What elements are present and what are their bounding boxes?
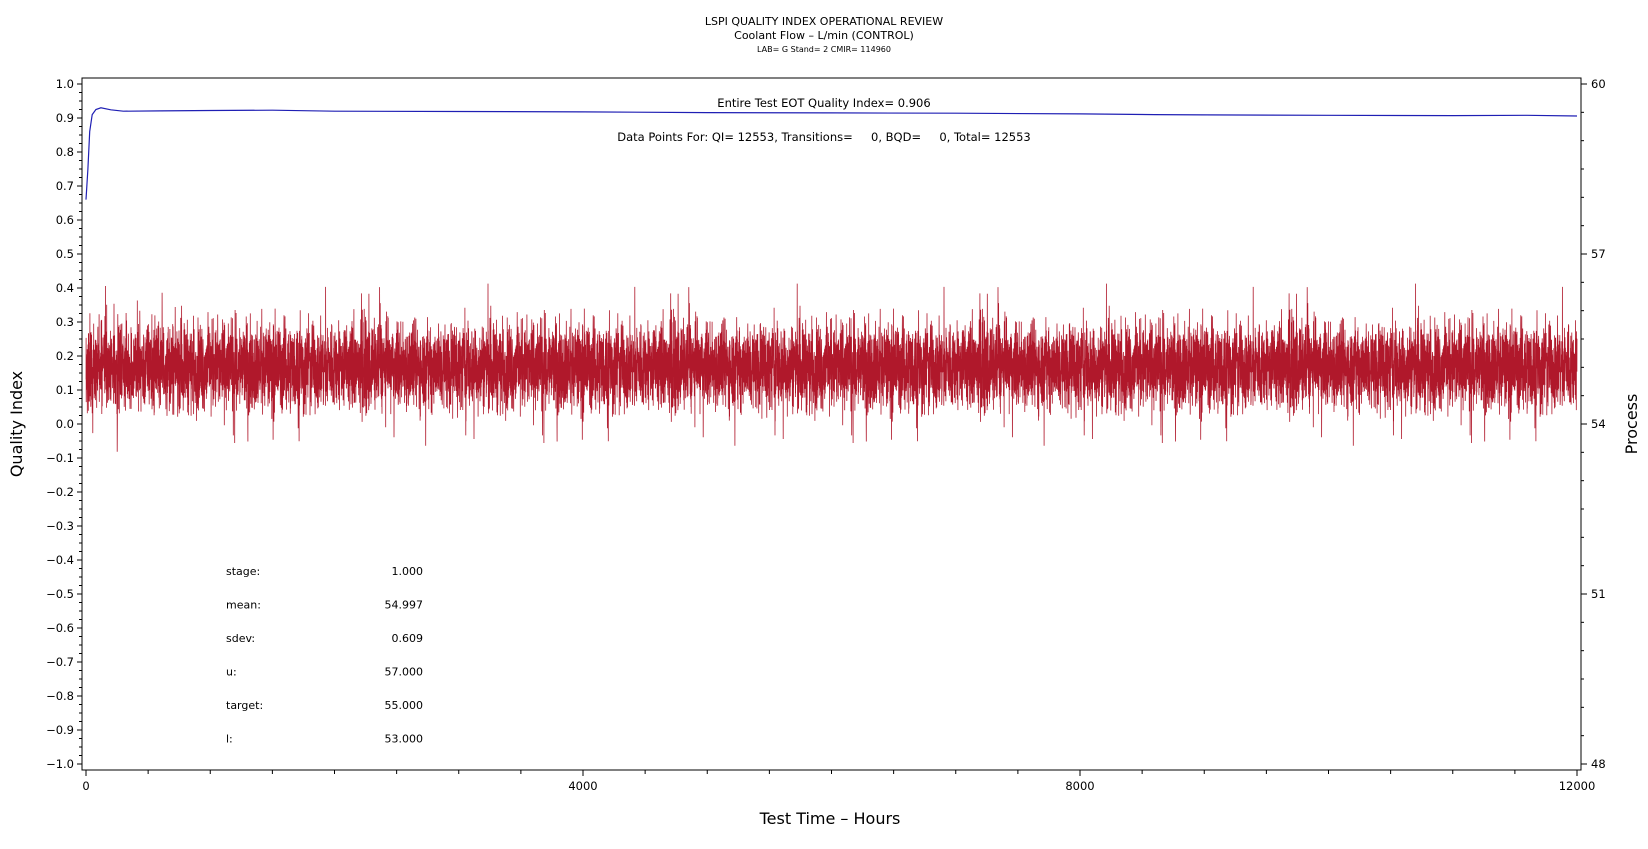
y-tick-label: 0.2 (56, 349, 74, 363)
chart-subtitle-ids: LAB= G Stand= 2 CMIR= 114960 (757, 45, 891, 54)
stat-label: mean: (226, 599, 261, 612)
y-tick-label: 0.0 (56, 417, 74, 431)
stat-value: 1.000 (392, 565, 424, 578)
y-tick-label: −1.0 (46, 757, 74, 771)
y-tick-label: −0.9 (46, 723, 74, 737)
y2-axis-title: Process (1622, 394, 1641, 455)
y2-tick-label: 60 (1591, 77, 1606, 91)
plot-frame (81, 77, 1582, 771)
x-tick-label: 4000 (568, 779, 597, 793)
stat-label: sdev: (226, 632, 255, 645)
y-tick-label: −0.5 (46, 587, 74, 601)
stat-value: 55.000 (385, 699, 424, 712)
chart-title: LSPI QUALITY INDEX OPERATIONAL REVIEW (705, 15, 943, 28)
stats-box: stage: 1.000 mean: 54.997 sdev: 0.609 u: 57.000… (226, 565, 423, 746)
y-tick-label: 0.4 (56, 281, 74, 295)
chart-annotations: Entire Test EOT Quality Index= 0.906 Dat… (617, 96, 1030, 144)
stat-label: stage: (226, 565, 260, 578)
y-tick-label: 1.0 (56, 77, 74, 91)
annotation-data-points: Data Points For: QI= 12553, Transitions=… (617, 130, 1030, 144)
series-quality-index-instant (85, 283, 1578, 452)
y2-tick-label: 57 (1591, 247, 1606, 261)
y-tick-label: 0.7 (56, 179, 74, 193)
y-tick-label: 0.8 (56, 145, 74, 159)
y-tick-label: −0.4 (46, 553, 74, 567)
annotation-quality-index: Entire Test EOT Quality Index= 0.906 (717, 96, 930, 110)
plot-frame-group (81, 77, 1582, 771)
stat-label: u: (226, 666, 237, 679)
y2-tick-label: 54 (1591, 417, 1606, 431)
y2-tick-label: 51 (1591, 587, 1606, 601)
y-tick-label: 0.6 (56, 213, 74, 227)
y-axis-title: Quality Index (7, 371, 26, 477)
y-tick-label: −0.3 (46, 519, 74, 533)
chart-subtitle: Coolant Flow – L/min (CONTROL) (734, 29, 914, 42)
y-tick-label: −0.6 (46, 621, 74, 635)
x-tick-label: 8000 (1065, 779, 1094, 793)
x-tick-label: 12000 (1559, 779, 1596, 793)
stat-value: 54.997 (385, 599, 424, 612)
y-tick-label: −0.8 (46, 689, 74, 703)
y-tick-label: 0.1 (56, 383, 74, 397)
stat-value: 53.000 (385, 733, 424, 746)
chart-marks (85, 107, 1578, 452)
axis-titles: Test Time – Hours Quality Index Process (7, 371, 1641, 828)
stat-value: 57.000 (385, 666, 424, 679)
y2-tick-label: 48 (1591, 757, 1606, 771)
y-tick-label: 0.5 (56, 247, 74, 261)
series-eot-quality-index (85, 107, 1578, 200)
y-tick-label: 0.3 (56, 315, 74, 329)
y-tick-label: 0.9 (56, 111, 74, 125)
chart-axes: 1.0 0.9 0.8 0.7 0.6 0.5 0.4 0.3 0.2 0.1 0.0 −0.1 −0.… (46, 77, 1606, 793)
chart-header: LSPI QUALITY INDEX OPERATIONAL REVIEW Co… (705, 15, 943, 54)
x-tick-label: 0 (82, 779, 89, 793)
stat-label: l: (226, 733, 233, 746)
y-tick-label: −0.7 (46, 655, 74, 669)
stat-label: target: (226, 699, 263, 712)
y-tick-label: −0.1 (46, 451, 74, 465)
stat-value: 0.609 (392, 632, 424, 645)
x-axis-title: Test Time – Hours (759, 809, 901, 828)
y-tick-label: −0.2 (46, 485, 74, 499)
